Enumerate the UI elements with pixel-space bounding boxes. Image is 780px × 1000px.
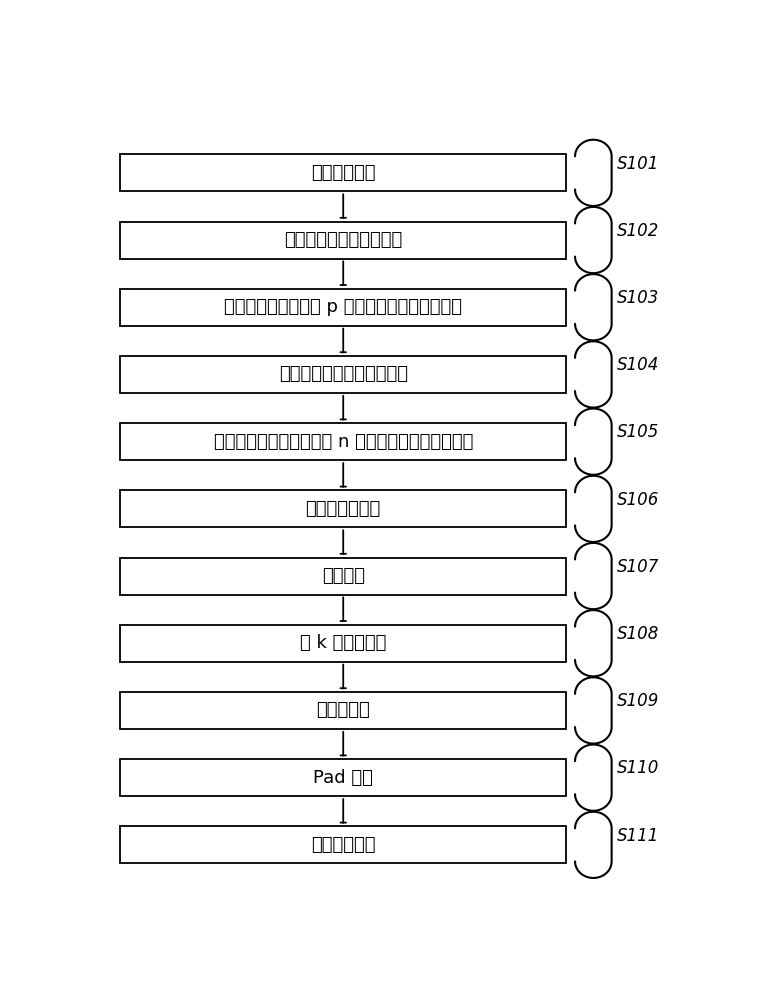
Text: S107: S107 bbox=[618, 558, 660, 576]
Text: S103: S103 bbox=[618, 289, 660, 307]
Text: 选区刻蚀外延材料至缓冲层: 选区刻蚀外延材料至缓冲层 bbox=[278, 365, 408, 383]
Text: 在所述衬底上生长缓冲层: 在所述衬底上生长缓冲层 bbox=[284, 231, 402, 249]
FancyBboxPatch shape bbox=[120, 490, 566, 527]
FancyBboxPatch shape bbox=[120, 692, 566, 729]
Text: 高 k 栅介质淀积: 高 k 栅介质淀积 bbox=[300, 634, 386, 652]
Text: 选取衬底材料: 选取衬底材料 bbox=[311, 164, 375, 182]
Text: 栅金属淀积: 栅金属淀积 bbox=[317, 701, 370, 719]
FancyBboxPatch shape bbox=[120, 625, 566, 662]
FancyBboxPatch shape bbox=[120, 356, 566, 393]
Text: 在缓冲层上依次生长 p 沟道锑化物量子阱异质结: 在缓冲层上依次生长 p 沟道锑化物量子阱异质结 bbox=[224, 298, 463, 316]
FancyBboxPatch shape bbox=[120, 154, 566, 191]
FancyBboxPatch shape bbox=[120, 826, 566, 863]
Text: 在所述缓冲层上依次生长 n 沟道锑化物量子阱异质结: 在所述缓冲层上依次生长 n 沟道锑化物量子阱异质结 bbox=[214, 433, 473, 451]
Text: S101: S101 bbox=[618, 155, 660, 173]
Text: S105: S105 bbox=[618, 423, 660, 441]
Text: S106: S106 bbox=[618, 491, 660, 509]
Text: Pad 淀积: Pad 淀积 bbox=[314, 769, 373, 787]
Text: 形成钝化隔离层: 形成钝化隔离层 bbox=[306, 500, 381, 518]
FancyBboxPatch shape bbox=[120, 423, 566, 460]
FancyBboxPatch shape bbox=[120, 759, 566, 796]
Text: 钝化保护器件: 钝化保护器件 bbox=[311, 836, 375, 854]
Text: S104: S104 bbox=[618, 356, 660, 374]
FancyBboxPatch shape bbox=[120, 558, 566, 595]
Text: S111: S111 bbox=[618, 827, 660, 845]
FancyBboxPatch shape bbox=[120, 222, 566, 259]
FancyBboxPatch shape bbox=[120, 289, 566, 326]
Text: 欧姆接触: 欧姆接触 bbox=[321, 567, 365, 585]
Text: S109: S109 bbox=[618, 692, 660, 710]
Text: S102: S102 bbox=[618, 222, 660, 240]
Text: S108: S108 bbox=[618, 625, 660, 643]
Text: S110: S110 bbox=[618, 759, 660, 777]
